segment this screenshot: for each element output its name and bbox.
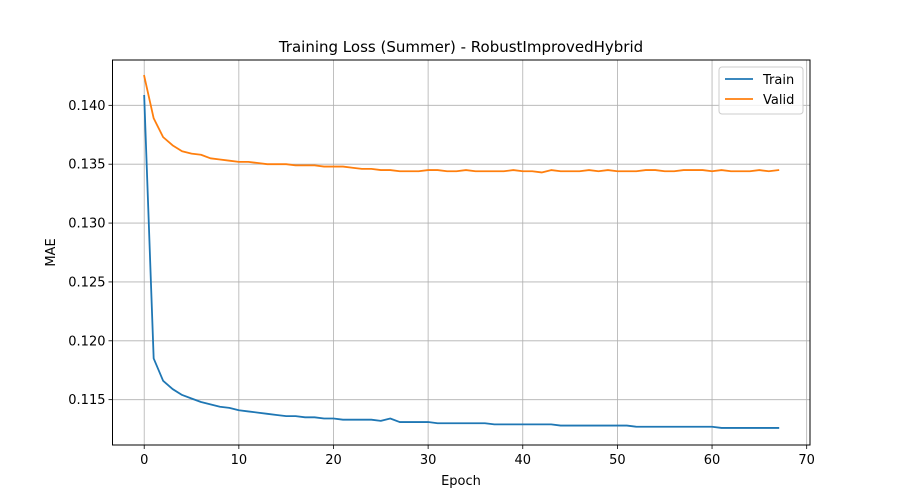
x-tick-label: 60 bbox=[704, 453, 721, 468]
x-tick-label: 40 bbox=[514, 453, 531, 468]
y-tick-label: 0.120 bbox=[68, 334, 105, 349]
y-tick-label: 0.115 bbox=[68, 393, 105, 408]
legend-label-train: Train bbox=[762, 73, 794, 88]
series-layer bbox=[143, 74, 780, 429]
series-line-train bbox=[143, 94, 780, 429]
x-tick-label: 70 bbox=[798, 453, 815, 468]
series-line-valid bbox=[143, 74, 780, 174]
plot-frame bbox=[112, 59, 811, 446]
plot-area bbox=[112, 60, 810, 445]
y-tick-label: 0.140 bbox=[68, 99, 105, 114]
x-tick-label: 50 bbox=[609, 453, 626, 468]
grid bbox=[112, 60, 810, 445]
ticks: 0 10 20 30 40 50 60 70 0.115 0.120 0.125 0.130 0.135… bbox=[68, 99, 815, 468]
y-axis-title: MAE bbox=[44, 238, 59, 266]
x-axis-title: Epoch bbox=[441, 474, 481, 489]
y-tick-label: 0.135 bbox=[68, 158, 105, 173]
legend: Train Valid bbox=[718, 66, 804, 115]
legend-label-valid: Valid bbox=[763, 93, 794, 108]
x-tick-label: 20 bbox=[325, 453, 342, 468]
y-tick-label: 0.125 bbox=[68, 275, 105, 290]
x-tick-label: 30 bbox=[420, 453, 437, 468]
x-tick-label: 0 bbox=[140, 453, 148, 468]
y-tick-label: 0.130 bbox=[68, 217, 105, 232]
x-tick-label: 10 bbox=[231, 453, 248, 468]
chart-title: Training Loss (Summer) - RobustImprovedH… bbox=[278, 38, 643, 56]
